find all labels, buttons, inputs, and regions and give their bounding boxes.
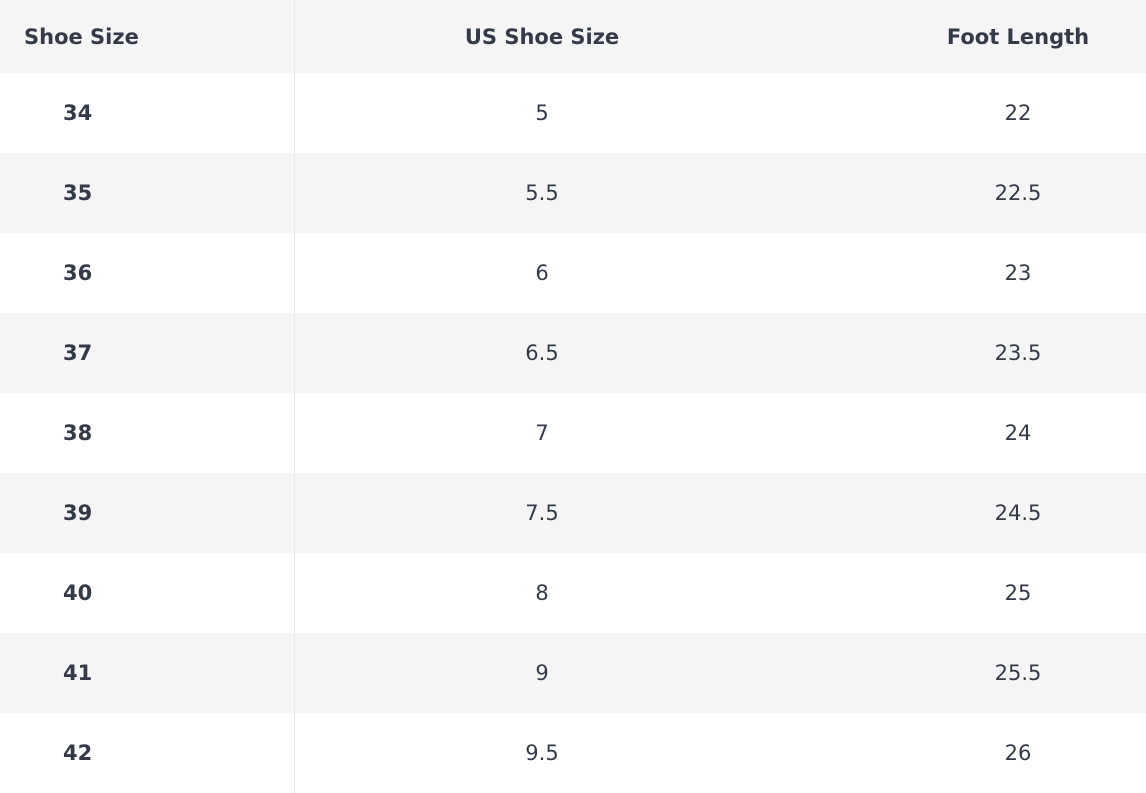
cell-foot-length: 22.5	[994, 181, 1042, 205]
column-divider	[294, 313, 295, 393]
cell-shoe-size: 38	[63, 421, 93, 445]
cell-shoe-size: 41	[63, 661, 93, 685]
header-foot-length: Foot Length	[946, 24, 1090, 49]
cell-us-shoe-size: 7.5	[525, 501, 559, 525]
header-shoe-size: Shoe Size	[24, 24, 139, 49]
cell-shoe-size: 42	[63, 741, 93, 765]
table-row: 38 7 24	[0, 393, 1146, 473]
cell-shoe-size: 35	[63, 181, 93, 205]
column-divider	[294, 553, 295, 633]
cell-us-shoe-size: 8	[535, 581, 549, 605]
cell-foot-length: 24.5	[994, 501, 1042, 525]
cell-shoe-size: 37	[63, 341, 93, 365]
column-divider	[294, 73, 295, 153]
table-row: 41 9 25.5	[0, 633, 1146, 713]
cell-us-shoe-size: 6.5	[525, 341, 559, 365]
table-row: 40 8 25	[0, 553, 1146, 633]
column-divider	[294, 473, 295, 553]
cell-foot-length: 22	[1004, 101, 1032, 125]
cell-shoe-size: 40	[63, 581, 93, 605]
cell-shoe-size: 36	[63, 261, 93, 285]
cell-shoe-size: 34	[63, 101, 93, 125]
table-row: 42 9.5 26	[0, 713, 1146, 793]
column-divider	[294, 153, 295, 233]
cell-foot-length: 23	[1004, 261, 1032, 285]
column-divider	[294, 633, 295, 713]
cell-foot-length: 26	[1004, 741, 1032, 765]
cell-us-shoe-size: 6	[535, 261, 549, 285]
cell-us-shoe-size: 9.5	[525, 741, 559, 765]
table-row: 37 6.5 23.5	[0, 313, 1146, 393]
table-row: 39 7.5 24.5	[0, 473, 1146, 553]
column-divider	[294, 233, 295, 313]
column-divider	[294, 393, 295, 473]
table-row: 35 5.5 22.5	[0, 153, 1146, 233]
cell-foot-length: 25	[1004, 581, 1032, 605]
column-divider	[294, 713, 295, 793]
cell-shoe-size: 39	[63, 501, 93, 525]
table-row: 36 6 23	[0, 233, 1146, 313]
cell-us-shoe-size: 9	[535, 661, 549, 685]
table-header-row: Shoe Size US Shoe Size Foot Length	[0, 0, 1146, 73]
cell-us-shoe-size: 5.5	[525, 181, 559, 205]
cell-foot-length: 25.5	[994, 661, 1042, 685]
cell-foot-length: 23.5	[994, 341, 1042, 365]
column-divider	[294, 0, 295, 73]
cell-us-shoe-size: 5	[535, 101, 549, 125]
cell-us-shoe-size: 7	[535, 421, 549, 445]
table-row: 34 5 22	[0, 73, 1146, 153]
header-us-shoe-size: US Shoe Size	[464, 24, 620, 49]
cell-foot-length: 24	[1004, 421, 1032, 445]
